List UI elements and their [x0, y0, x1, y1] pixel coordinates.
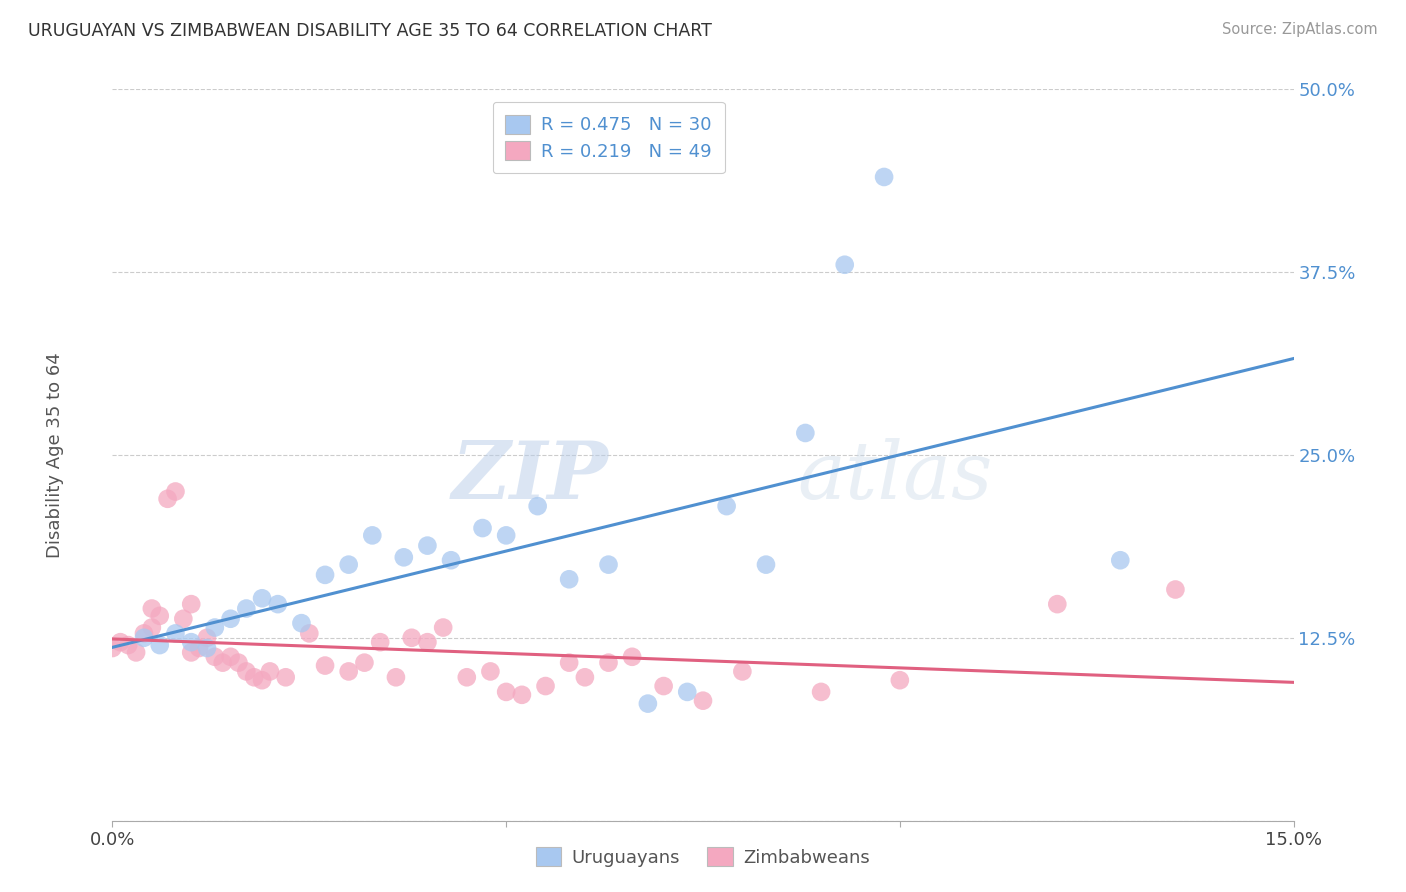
Point	[141, 621, 163, 635]
Point	[440, 553, 463, 567]
Point	[1109, 553, 1132, 567]
Y-axis label: Disability Age 35 to 64: Disability Age 35 to 64	[46, 352, 63, 558]
Point	[368, 635, 391, 649]
Text: atlas: atlas	[797, 438, 993, 516]
Point	[149, 608, 172, 623]
Point	[274, 670, 297, 684]
Point	[794, 425, 817, 440]
Point	[243, 670, 266, 684]
Point	[401, 631, 423, 645]
Point	[180, 635, 202, 649]
Point	[180, 597, 202, 611]
Point	[558, 572, 581, 586]
Point	[195, 640, 218, 655]
Point	[228, 656, 250, 670]
Point	[834, 258, 856, 272]
Point	[117, 638, 139, 652]
Point	[125, 645, 148, 659]
Point	[1164, 582, 1187, 597]
Point	[165, 484, 187, 499]
Point	[298, 626, 321, 640]
Point	[337, 665, 360, 679]
Point	[314, 658, 336, 673]
Point	[188, 640, 211, 655]
Point	[534, 679, 557, 693]
Text: ZIP: ZIP	[451, 438, 609, 516]
Point	[385, 670, 408, 684]
Point	[716, 499, 738, 513]
Point	[598, 558, 620, 572]
Point	[889, 673, 911, 688]
Point	[526, 499, 548, 513]
Point	[132, 626, 155, 640]
Point	[204, 621, 226, 635]
Point	[510, 688, 533, 702]
Point	[755, 558, 778, 572]
Point	[495, 685, 517, 699]
Text: URUGUAYAN VS ZIMBABWEAN DISABILITY AGE 35 TO 64 CORRELATION CHART: URUGUAYAN VS ZIMBABWEAN DISABILITY AGE 3…	[28, 22, 711, 40]
Point	[456, 670, 478, 684]
Point	[416, 635, 439, 649]
Point	[1046, 597, 1069, 611]
Point	[250, 591, 273, 606]
Point	[235, 665, 257, 679]
Point	[290, 616, 312, 631]
Point	[165, 626, 187, 640]
Point	[432, 621, 454, 635]
Point	[250, 673, 273, 688]
Point	[337, 558, 360, 572]
Point	[101, 640, 124, 655]
Point	[110, 635, 132, 649]
Text: Source: ZipAtlas.com: Source: ZipAtlas.com	[1222, 22, 1378, 37]
Point	[652, 679, 675, 693]
Point	[235, 601, 257, 615]
Point	[495, 528, 517, 542]
Legend: Uruguayans, Zimbabweans: Uruguayans, Zimbabweans	[529, 839, 877, 874]
Point	[676, 685, 699, 699]
Point	[353, 656, 375, 670]
Point	[314, 567, 336, 582]
Point	[211, 656, 233, 670]
Point	[149, 638, 172, 652]
Point	[558, 656, 581, 670]
Point	[873, 169, 896, 184]
Point	[361, 528, 384, 542]
Point	[259, 665, 281, 679]
Point	[180, 645, 202, 659]
Point	[731, 665, 754, 679]
Point	[156, 491, 179, 506]
Point	[219, 612, 242, 626]
Point	[172, 612, 194, 626]
Point	[637, 697, 659, 711]
Point	[621, 649, 644, 664]
Point	[392, 550, 415, 565]
Point	[471, 521, 494, 535]
Point	[416, 539, 439, 553]
Point	[692, 694, 714, 708]
Point	[598, 656, 620, 670]
Point	[132, 631, 155, 645]
Point	[204, 649, 226, 664]
Point	[219, 649, 242, 664]
Point	[574, 670, 596, 684]
Point	[479, 665, 502, 679]
Point	[195, 631, 218, 645]
Point	[810, 685, 832, 699]
Point	[141, 601, 163, 615]
Point	[267, 597, 290, 611]
